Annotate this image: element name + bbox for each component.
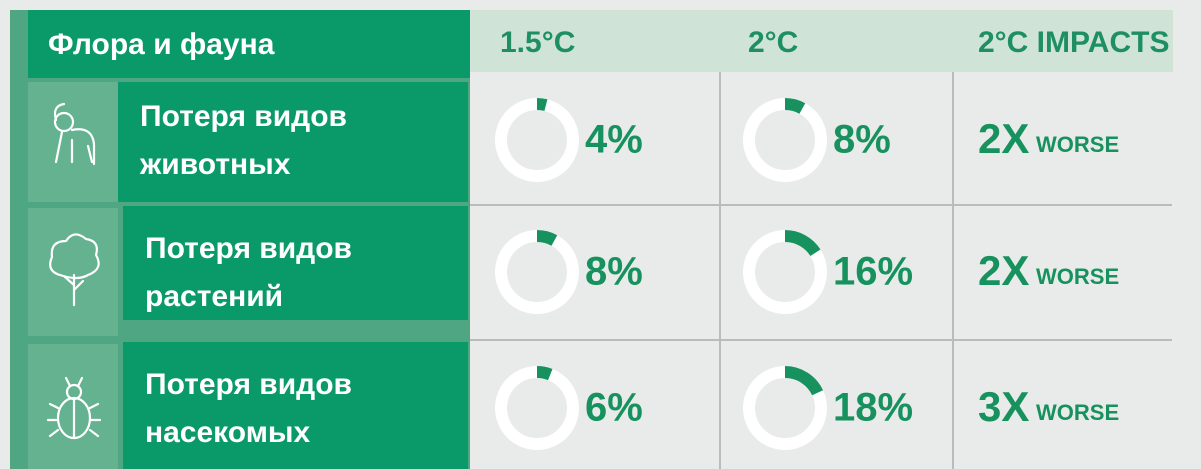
donut-arc — [743, 98, 827, 182]
label-box — [118, 82, 468, 202]
row-label: насекомых — [145, 416, 311, 449]
row-label: Потеря видов — [140, 100, 347, 133]
title-box — [28, 10, 470, 78]
label-box — [123, 206, 468, 320]
impact-value: 2X — [978, 115, 1029, 162]
row-label: растений — [145, 280, 283, 313]
header-strip — [470, 10, 1173, 72]
column-header: 1.5°C — [500, 26, 575, 59]
label-box — [123, 342, 468, 469]
impact-value: 2X — [978, 247, 1029, 294]
row-label: Потеря видов — [145, 368, 352, 401]
impact-unit: WORSE — [1036, 400, 1119, 425]
percent-label: 8% — [833, 118, 891, 162]
row-label: Потеря видов — [145, 232, 352, 265]
tree-icon — [49, 233, 100, 307]
impact-value: 3X — [978, 383, 1029, 430]
beetle-icon — [46, 376, 102, 440]
percent-label: 4% — [585, 118, 643, 162]
title: Флора и фауна — [48, 28, 275, 61]
icon-cell — [28, 208, 118, 336]
impact-unit: WORSE — [1036, 264, 1119, 289]
percent-label: 6% — [585, 386, 643, 430]
percent-label: 16% — [833, 250, 913, 294]
monkey-icon — [53, 102, 96, 166]
column-header: 2°C — [748, 26, 798, 59]
donut-arc — [495, 98, 579, 182]
column-header: 2°C IMPACTS — [978, 26, 1169, 59]
donut-arc — [743, 230, 827, 314]
donut-arc — [495, 366, 579, 450]
impact-unit: WORSE — [1036, 132, 1119, 157]
donut-arc — [495, 230, 579, 314]
percent-label: 8% — [585, 250, 643, 294]
donut-arc — [743, 366, 827, 450]
row-label: животных — [139, 148, 291, 181]
percent-label: 18% — [833, 386, 913, 430]
